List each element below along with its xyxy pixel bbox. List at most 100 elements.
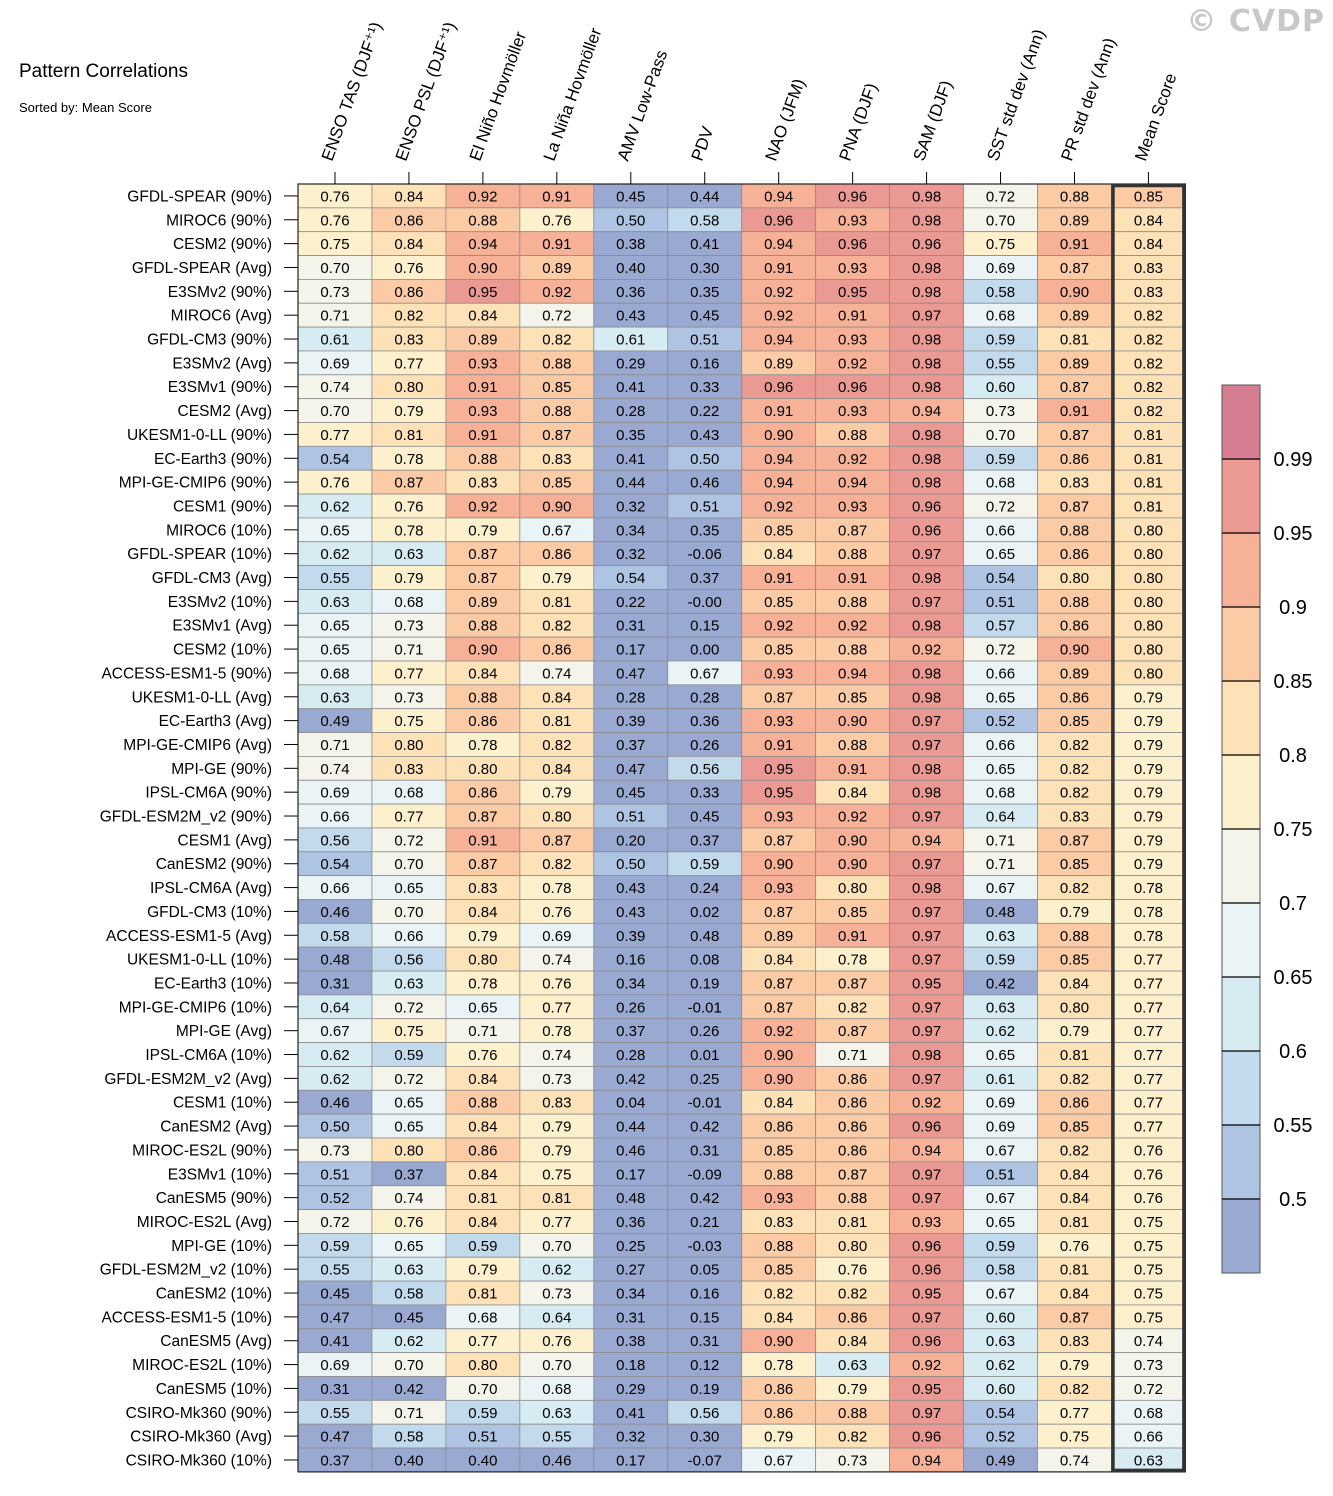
- cell-value-label: 0.68: [394, 785, 423, 802]
- cell-value-label: 0.90: [764, 1333, 793, 1350]
- cell-value-label: 0.55: [320, 570, 349, 587]
- cell-value-label: 0.83: [394, 332, 423, 349]
- column-label: La Niña Hovmöller: [540, 25, 606, 163]
- cell-value-label: 0.86: [1060, 451, 1089, 468]
- cell-value-label: 0.59: [986, 451, 1015, 468]
- cell-value-label: 0.88: [468, 1095, 497, 1112]
- cell-value-label: 0.69: [986, 1119, 1015, 1136]
- cell-value-label: 0.45: [616, 785, 645, 802]
- cell-value-label: 0.85: [1134, 188, 1163, 205]
- row-label: EC-Earth3 (Avg): [159, 713, 272, 730]
- cell-value-label: 0.76: [1060, 1238, 1089, 1255]
- cell-value-label: 0.80: [542, 809, 571, 826]
- cell-value-label: 0.47: [616, 761, 645, 778]
- cell-value-label: 0.45: [616, 188, 645, 205]
- cell-value-label: 0.73: [986, 403, 1015, 420]
- colorbar-tick-label: 0.99: [1274, 449, 1313, 471]
- cell-value-label: 0.58: [394, 1286, 423, 1303]
- cell-value-label: 0.85: [1060, 1119, 1089, 1136]
- cell-value-label: 0.63: [320, 594, 349, 611]
- cell-value-label: 0.92: [912, 642, 941, 659]
- cell-value-label: 0.81: [1134, 475, 1163, 492]
- cell-value-label: 0.69: [320, 355, 349, 372]
- row-label: MPI-GE (10%): [171, 1238, 272, 1255]
- cell-value-label: 0.78: [764, 1357, 793, 1374]
- cell-value-label: 0.85: [838, 689, 867, 706]
- cell-value-label: 0.75: [1134, 1262, 1163, 1279]
- cell-value-label: 0.47: [616, 665, 645, 682]
- cell-value-label: 0.82: [1060, 880, 1089, 897]
- cell-value-label: 0.56: [690, 1405, 719, 1422]
- cell-value-label: 0.70: [986, 212, 1015, 229]
- row-label: CanESM2 (Avg): [160, 1119, 272, 1136]
- cell-value-label: 0.96: [912, 236, 941, 253]
- cell-value-label: 0.96: [764, 379, 793, 396]
- cell-value-label: 0.28: [616, 403, 645, 420]
- row-label: CanESM5 (Avg): [160, 1333, 272, 1350]
- cell-value-label: 0.76: [394, 1214, 423, 1231]
- cell-value-label: 0.82: [542, 856, 571, 873]
- cell-value-label: 0.97: [912, 999, 941, 1016]
- cell-value-label: 0.92: [912, 1357, 941, 1374]
- cell-value-label: 0.88: [468, 451, 497, 468]
- cell-value-label: 0.88: [838, 1405, 867, 1422]
- cell-value-label: 0.93: [838, 212, 867, 229]
- row-label: CSIRO-Mk360 (90%): [126, 1405, 272, 1422]
- cell-value-label: 0.81: [1060, 332, 1089, 349]
- cell-value-label: 0.51: [616, 809, 645, 826]
- cell-value-label: 0.79: [542, 1142, 571, 1159]
- cell-value-label: 0.40: [468, 1452, 497, 1469]
- cell-value-label: 0.48: [320, 952, 349, 969]
- cell-value-label: -0.06: [688, 546, 722, 563]
- cell-value-label: 0.98: [912, 212, 941, 229]
- cell-value-label: 0.80: [468, 1357, 497, 1374]
- cell-value-label: 0.41: [616, 451, 645, 468]
- cell-value-label: 0.87: [542, 427, 571, 444]
- cell-value-label: 0.63: [1134, 1452, 1163, 1469]
- column-label: SAM (DJF): [909, 78, 956, 163]
- cell-value-label: 0.86: [394, 284, 423, 301]
- cell-value-label: 0.70: [320, 260, 349, 277]
- cell-value-label: 0.86: [764, 1381, 793, 1398]
- cell-value-label: 0.42: [394, 1381, 423, 1398]
- cell-value-label: 0.77: [1134, 1095, 1163, 1112]
- cell-value-label: 0.59: [320, 1238, 349, 1255]
- cell-value-label: -0.01: [688, 999, 722, 1016]
- cell-value-label: -0.01: [688, 1095, 722, 1112]
- cell-value-label: 0.84: [1060, 1166, 1089, 1183]
- cell-value-label: 0.62: [320, 498, 349, 515]
- cell-value-label: 0.05: [690, 1262, 719, 1279]
- cell-value-label: 0.91: [468, 427, 497, 444]
- cell-value-label: 0.65: [320, 522, 349, 539]
- cell-value-label: 0.80: [468, 952, 497, 969]
- cell-value-label: 0.86: [838, 1309, 867, 1326]
- cell-value-label: 0.92: [764, 618, 793, 635]
- cell-value-label: 0.88: [838, 427, 867, 444]
- cell-value-label: 0.88: [468, 689, 497, 706]
- cell-value-label: 0.97: [912, 1309, 941, 1326]
- cell-value-label: 0.30: [690, 1429, 719, 1446]
- cell-value-label: 0.30: [690, 260, 719, 277]
- cell-value-label: 0.54: [320, 451, 349, 468]
- cell-value-label: 0.77: [1134, 975, 1163, 992]
- cell-value-label: 0.96: [912, 1238, 941, 1255]
- cell-value-label: 0.63: [542, 1405, 571, 1422]
- cell-value-label: 0.79: [542, 1119, 571, 1136]
- cell-value-label: 0.86: [838, 1071, 867, 1088]
- cell-value-label: 0.62: [394, 1333, 423, 1350]
- cell-value-label: 0.51: [320, 1166, 349, 1183]
- cell-value-label: 0.67: [542, 522, 571, 539]
- cell-value-label: 0.16: [690, 355, 719, 372]
- cell-value-label: 0.88: [764, 1166, 793, 1183]
- cell-value-label: 0.58: [394, 1429, 423, 1446]
- cell-value-label: 0.98: [912, 260, 941, 277]
- column-label: AMV Low-Pass: [614, 48, 672, 164]
- cell-value-label: 0.78: [1134, 904, 1163, 921]
- cell-value-label: 0.91: [542, 188, 571, 205]
- cell-value-label: 0.86: [1060, 1095, 1089, 1112]
- cell-value-label: 0.85: [764, 522, 793, 539]
- cell-value-label: 0.94: [912, 403, 941, 420]
- cell-value-label: 0.78: [542, 1023, 571, 1040]
- cell-value-label: 0.77: [394, 355, 423, 372]
